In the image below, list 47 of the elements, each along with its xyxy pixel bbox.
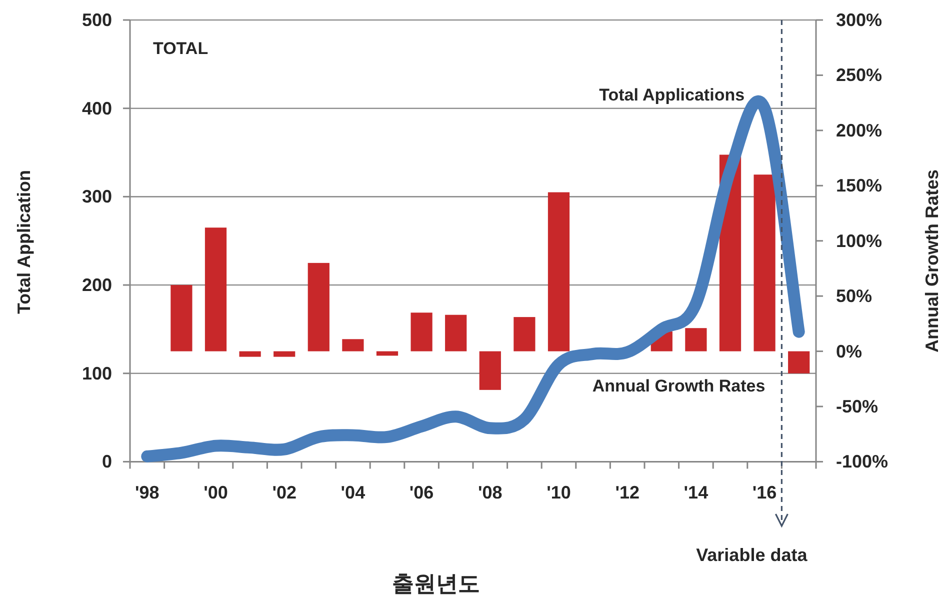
x-tick-label: '14 bbox=[684, 482, 708, 503]
y2-tick-label: 0% bbox=[836, 341, 862, 362]
y-tick-label: 0 bbox=[102, 452, 112, 472]
bar bbox=[239, 351, 261, 357]
bar bbox=[410, 312, 432, 352]
y2-tick-label: 250% bbox=[836, 65, 882, 86]
text: TOTAL bbox=[153, 39, 208, 58]
bar bbox=[479, 351, 501, 390]
y2-tick-label: 50% bbox=[836, 286, 872, 306]
y2-tick-label: -50% bbox=[836, 396, 878, 416]
text: Variable data bbox=[696, 545, 808, 565]
y-tick-label: 500 bbox=[82, 10, 112, 30]
x-tick-label: '00 bbox=[204, 482, 228, 503]
bar bbox=[376, 351, 398, 356]
bar bbox=[308, 262, 330, 352]
y2-tick-label: 200% bbox=[836, 120, 882, 140]
bar bbox=[170, 285, 192, 352]
y2-tick-label: 100% bbox=[836, 230, 882, 251]
x-tick-label: '02 bbox=[272, 482, 297, 503]
x-tick-label: '16 bbox=[752, 482, 777, 503]
y2-axis-title: Annual Growth Rates bbox=[922, 169, 942, 353]
y2-tick-label: 300% bbox=[836, 10, 882, 30]
y-tick-label: 200 bbox=[82, 275, 112, 296]
y-axis-title: Total Application bbox=[14, 170, 34, 314]
y-tick-label: 400 bbox=[82, 98, 112, 118]
x-tick-label: '12 bbox=[615, 482, 640, 503]
y2-tick-label: 150% bbox=[836, 176, 882, 196]
bar bbox=[445, 314, 467, 352]
bar bbox=[685, 328, 707, 352]
x-tick-label: '04 bbox=[340, 482, 366, 503]
y2-tick-label: -100% bbox=[836, 452, 888, 472]
bar bbox=[754, 174, 776, 352]
bar bbox=[788, 351, 810, 374]
x-axis-title: 출원년도 bbox=[392, 571, 480, 596]
bar bbox=[514, 317, 536, 352]
x-tick-label: '98 bbox=[134, 482, 160, 503]
y-tick-label: 100 bbox=[82, 363, 112, 384]
x-tick-label: '06 bbox=[409, 482, 434, 503]
series-label: Annual Growth Rates bbox=[592, 376, 766, 396]
bar bbox=[204, 228, 227, 352]
series-label: Total Applications bbox=[599, 85, 745, 104]
bar bbox=[342, 339, 364, 352]
bar bbox=[548, 192, 570, 352]
x-tick-label: '10 bbox=[546, 482, 571, 503]
bar bbox=[274, 351, 296, 357]
y-tick-label: 300 bbox=[82, 186, 112, 207]
x-tick-label: '08 bbox=[478, 482, 502, 503]
